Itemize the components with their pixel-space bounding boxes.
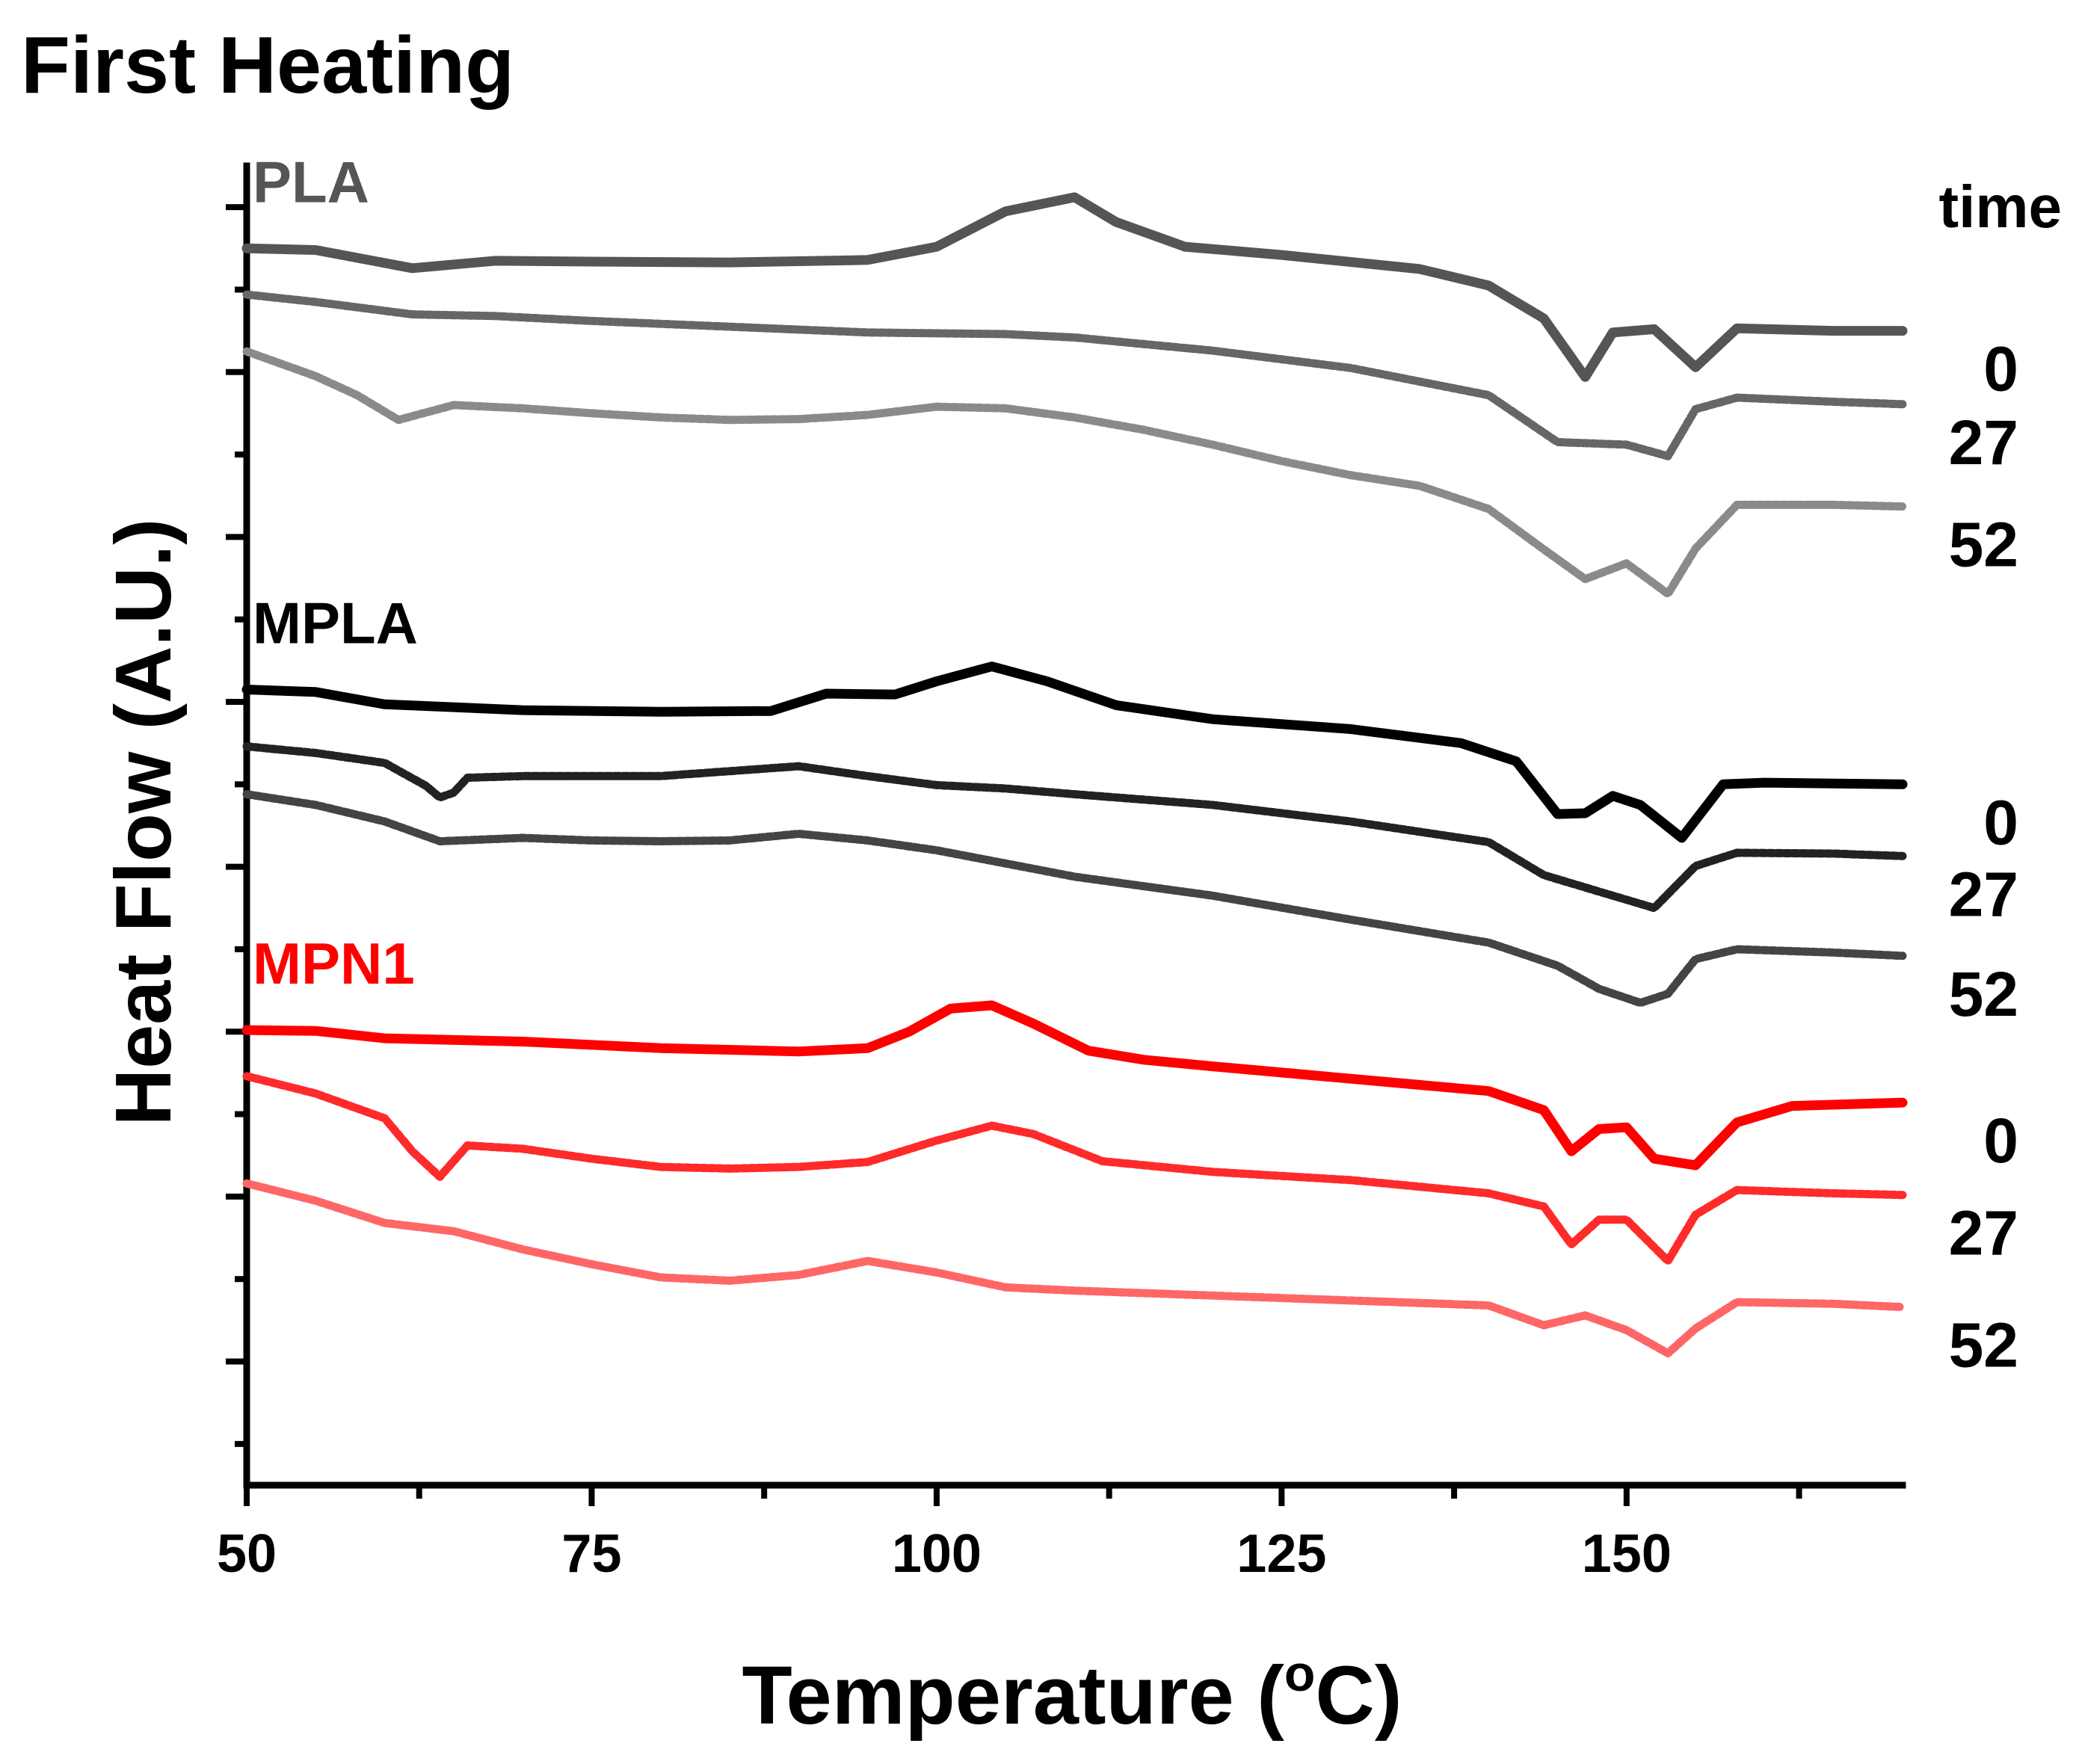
group-label-mpn1: MPN1 <box>253 931 415 996</box>
time-label: 52 <box>1949 959 2018 1029</box>
time-label: 0 <box>1983 334 2018 404</box>
time-label: 27 <box>1949 859 2018 929</box>
x-axis-label-end: C) <box>1315 1650 1402 1742</box>
time-label: 52 <box>1949 1310 2018 1381</box>
x-axis-label-main: Temperature ( <box>742 1650 1285 1742</box>
series-line-pla-t52 <box>242 347 1907 598</box>
series-line-pla-t0 <box>241 192 1908 382</box>
series-line-mpn1-t52 <box>242 1179 1907 1357</box>
series-line-mpla-t27 <box>242 742 1907 913</box>
series-line-mpn1-t27 <box>242 1072 1907 1265</box>
x-axis-label-superscript: o <box>1284 1645 1316 1702</box>
y-axis-label: Heat Flow (A.U.) <box>99 519 188 1126</box>
legend-header-time: time <box>1939 173 2063 240</box>
series-line-mpla-t52 <box>242 790 1907 1008</box>
x-tick-label: 100 <box>892 1524 982 1584</box>
x-tick-label: 50 <box>217 1524 277 1584</box>
time-label: 27 <box>1949 407 2018 478</box>
series-line-mpla-t0 <box>241 662 1908 843</box>
x-tick-label: 125 <box>1236 1524 1326 1584</box>
time-label: 0 <box>1983 787 2018 857</box>
chart-title: First Heating <box>21 19 514 110</box>
series-line-mpn1-t0 <box>241 1000 1908 1171</box>
group-label-mpla: MPLA <box>253 590 418 656</box>
x-axis-label: Temperature (oC) <box>742 1645 1402 1742</box>
series-line-pla-t27 <box>242 290 1907 460</box>
group-label-pla: PLA <box>253 149 369 215</box>
time-label: 27 <box>1949 1198 2018 1268</box>
time-label: 0 <box>1983 1105 2018 1176</box>
time-label: 52 <box>1949 510 2018 580</box>
x-tick-label: 150 <box>1582 1524 1672 1584</box>
x-tick-label: 75 <box>561 1524 621 1584</box>
